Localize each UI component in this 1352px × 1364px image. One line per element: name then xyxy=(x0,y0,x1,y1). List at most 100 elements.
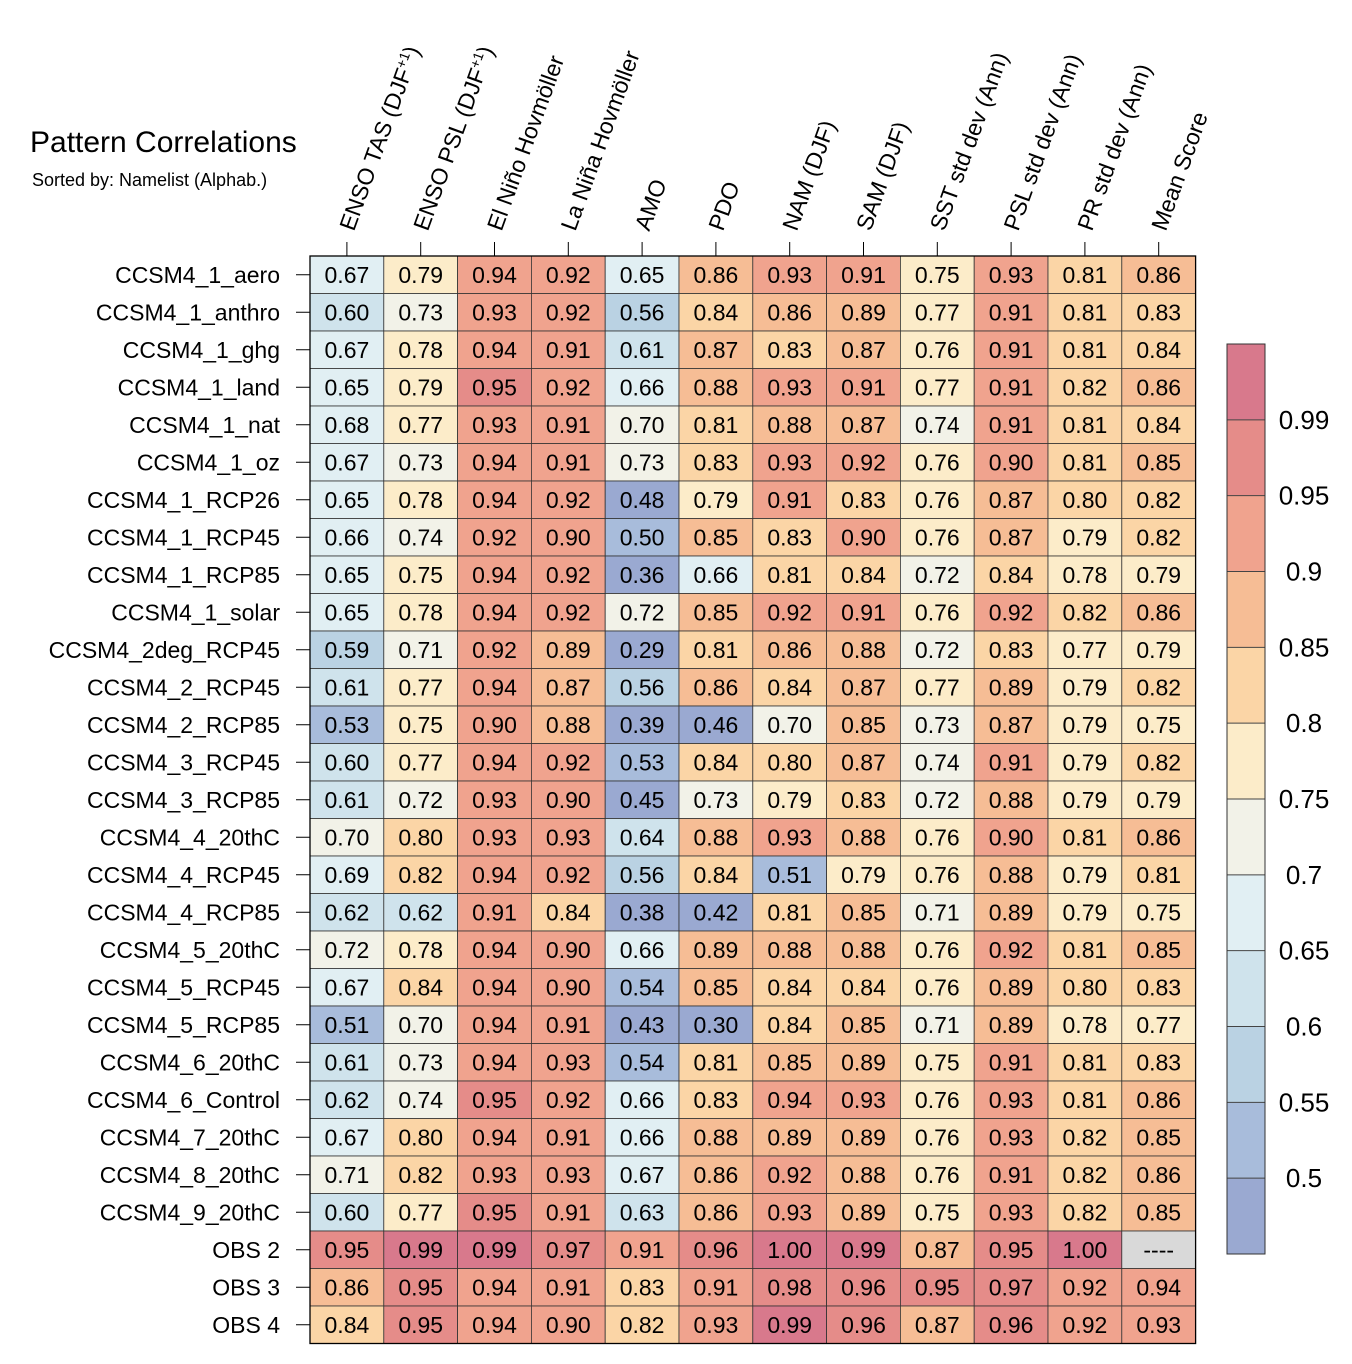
cell-value-label: 0.81 xyxy=(1136,862,1181,888)
cell-value-label: 0.76 xyxy=(915,974,960,1000)
heatmap-cell xyxy=(752,255,827,294)
heatmap-cell xyxy=(457,930,532,969)
heatmap-cell xyxy=(383,1118,458,1157)
cell-value-label: 0.81 xyxy=(767,562,812,588)
cell-value-label: 0.89 xyxy=(694,937,739,963)
heatmap-cell xyxy=(457,1005,532,1044)
cell-value-label: 0.92 xyxy=(989,599,1034,625)
cell-value-label: 0.60 xyxy=(325,299,370,325)
cell-value-label: 0.94 xyxy=(472,1312,517,1338)
cell-value-label: 0.86 xyxy=(1136,1087,1181,1113)
cell-value-label: 0.69 xyxy=(325,862,370,888)
heatmap-cell xyxy=(1047,780,1123,819)
cell-value-label: 0.93 xyxy=(546,824,591,850)
cell-value-label: 0.84 xyxy=(841,562,886,588)
cell-value-label: 0.86 xyxy=(1136,824,1181,850)
heatmap-cell xyxy=(1047,630,1123,669)
cell-value-label: 0.76 xyxy=(915,449,960,475)
heatmap-cell xyxy=(604,780,680,819)
cell-value-label: 0.98 xyxy=(767,1274,812,1300)
heatmap-cell xyxy=(309,368,385,407)
heatmap-cell xyxy=(309,705,385,744)
cell-value-label: 0.81 xyxy=(694,1049,739,1075)
cell-value-label: 0.77 xyxy=(398,749,443,775)
cell-value-label: 0.30 xyxy=(694,1012,739,1038)
cell-value-label: 0.72 xyxy=(325,937,370,963)
cell-value-label: 0.83 xyxy=(841,787,886,813)
heatmap-cell xyxy=(678,818,754,857)
heatmap-cell xyxy=(531,780,606,819)
cell-value-label: 0.88 xyxy=(841,637,886,663)
heatmap-cell xyxy=(1121,518,1197,557)
heatmap-cell xyxy=(900,780,975,819)
colorbar-segment xyxy=(1227,799,1265,875)
heatmap-cell xyxy=(826,705,901,744)
cell-value-label: 0.93 xyxy=(989,1124,1034,1150)
cell-value-label: 0.79 xyxy=(1136,637,1181,663)
cell-value-label: 0.95 xyxy=(472,1199,517,1225)
heatmap-cell xyxy=(678,1230,754,1269)
heatmap-cell xyxy=(900,593,975,632)
cell-value-label: 0.92 xyxy=(546,1087,591,1113)
cell-value-label: 0.93 xyxy=(472,787,517,813)
heatmap-cell xyxy=(457,818,532,857)
heatmap-cell xyxy=(604,518,680,557)
row-label: CCSM4_1_land xyxy=(118,374,280,400)
cell-value-label: 0.90 xyxy=(989,449,1034,475)
cell-value-label: 0.76 xyxy=(915,524,960,550)
cell-value-label: 0.91 xyxy=(989,299,1034,325)
row-label: CCSM4_4_RCP85 xyxy=(87,899,280,925)
heatmap-cell xyxy=(1121,1268,1197,1307)
cell-value-label: 0.93 xyxy=(767,1199,812,1225)
heatmap-cell xyxy=(678,1043,754,1082)
cell-value-label: 0.82 xyxy=(1136,524,1181,550)
heatmap-cell xyxy=(604,330,680,369)
cell-value-label: 0.83 xyxy=(1136,974,1181,1000)
cell-value-label: 0.83 xyxy=(841,487,886,513)
heatmap-cell xyxy=(383,780,458,819)
cell-value-label: 0.53 xyxy=(325,712,370,738)
cell-value-label: 0.80 xyxy=(767,749,812,775)
heatmap-cell xyxy=(531,1155,606,1194)
cell-value-label: 0.83 xyxy=(1136,1049,1181,1075)
heatmap-cell xyxy=(531,893,606,932)
cell-value-label: 0.84 xyxy=(325,1312,370,1338)
heatmap-cell xyxy=(973,518,1049,557)
cell-value-label: 0.82 xyxy=(1063,1162,1108,1188)
cell-value-label: 0.82 xyxy=(1136,749,1181,775)
cell-value-label: 0.67 xyxy=(325,337,370,363)
cell-value-label: 0.92 xyxy=(472,637,517,663)
heatmap-cell xyxy=(531,818,606,857)
cell-value-label: 0.78 xyxy=(398,337,443,363)
cell-value-label: 0.80 xyxy=(398,1124,443,1150)
cell-value-label: 0.94 xyxy=(472,974,517,1000)
cell-value-label: 0.73 xyxy=(620,449,665,475)
row-label: CCSM4_5_RCP45 xyxy=(87,974,280,1000)
cell-value-label: 0.84 xyxy=(546,899,591,925)
cell-value-label: 0.73 xyxy=(398,299,443,325)
heatmap-cell xyxy=(604,968,680,1007)
heatmap-cell xyxy=(973,855,1049,894)
cell-value-label: 0.77 xyxy=(915,374,960,400)
cell-value-label: 0.85 xyxy=(694,524,739,550)
cell-value-label: 0.94 xyxy=(472,1274,517,1300)
cell-value-label: 0.81 xyxy=(1063,1087,1108,1113)
heatmap-cell xyxy=(1047,1305,1123,1344)
heatmap-cell xyxy=(678,1305,754,1344)
heatmap-cell xyxy=(973,668,1049,707)
heatmap-cell xyxy=(457,293,532,332)
heatmap-cell xyxy=(678,1155,754,1194)
column-label: Mean Score xyxy=(1146,108,1213,233)
cell-value-label: ---- xyxy=(1143,1237,1174,1263)
heatmap-cell xyxy=(457,893,532,932)
cell-value-label: 0.81 xyxy=(694,412,739,438)
heatmap-cell xyxy=(900,1268,975,1307)
heatmap-cell xyxy=(309,930,385,969)
cell-value-label: 0.93 xyxy=(1136,1312,1181,1338)
cell-value-label: 0.80 xyxy=(1063,974,1108,1000)
heatmap-cell xyxy=(826,518,901,557)
heatmap-cell xyxy=(678,930,754,969)
heatmap-cell xyxy=(531,518,606,557)
cell-value-label: 0.29 xyxy=(620,637,665,663)
